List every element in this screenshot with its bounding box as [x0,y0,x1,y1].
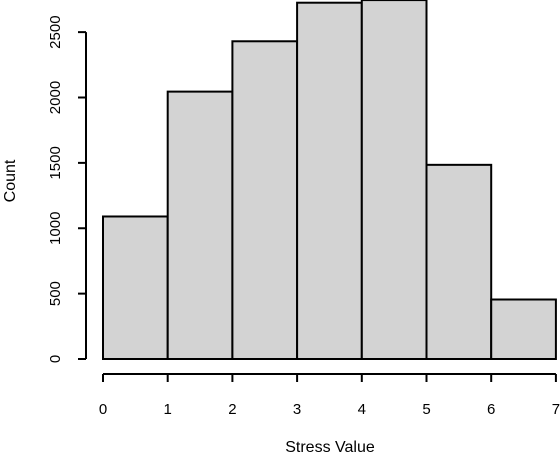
histogram-bar-5 [425,163,493,360]
histogram-bar-2 [231,40,299,361]
x-axis: 0 1 2 3 4 5 6 7 [99,373,560,418]
histogram-bar-4 [360,0,428,361]
y-ticks: 0 500 1000 1500 2000 2500 [47,15,86,363]
y-axis: 0 500 1000 1500 2000 2500 [47,15,87,363]
y-tick-label-4: 2000 [47,81,64,114]
y-tick-label-1: 500 [47,281,64,306]
x-tick-label-0: 0 [99,401,107,418]
histogram-bar-6 [490,298,557,361]
x-ticks: 0 1 2 3 4 5 6 7 [99,374,560,418]
x-tick-label-3: 3 [293,401,301,418]
x-tick-label-7: 7 [552,401,560,418]
x-tick-label-6: 6 [487,401,495,418]
y-tick-label-0: 0 [47,355,64,363]
x-tick-label-4: 4 [358,401,366,418]
x-tick-label-1: 1 [164,401,172,418]
histogram-bar-1 [166,90,234,361]
histogram-bar-0 [102,215,169,360]
x-tick-label-2: 2 [228,401,236,418]
y-tick-label-5: 2500 [47,15,64,48]
histogram-bar-3 [296,1,363,361]
y-tick-label-2: 1000 [47,212,64,245]
x-axis-label: Stress Value [285,439,375,456]
y-tick-label-3: 1500 [47,146,64,179]
bars-group [102,0,557,361]
x-tick-label-5: 5 [422,401,430,418]
y-axis-label: Count [2,159,19,202]
